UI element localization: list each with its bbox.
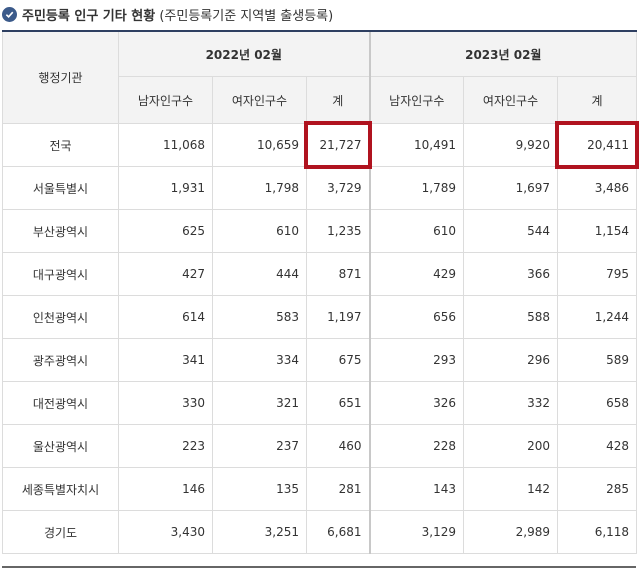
value-cell: 135 (212, 467, 307, 511)
value-cell: 200 (463, 424, 559, 468)
value-cell: 3,251 (212, 510, 307, 554)
value-cell: 143 (368, 467, 465, 511)
table-body: 전국 11,068 10,659 21,727 10,491 9,920 20,411 서울특… (2, 121, 640, 554)
highlighted-total-cell: 20,411 (555, 121, 640, 170)
value-cell: 589 (557, 338, 638, 382)
value-cell: 3,486 (557, 166, 638, 210)
value-cell: 1,931 (118, 166, 213, 210)
value-cell: 330 (118, 381, 213, 425)
value-cell: 656 (368, 295, 465, 339)
value-cell: 588 (463, 295, 559, 339)
title-sub: (주민등록기준 지역별 출생등록) (159, 8, 334, 24)
value-cell: 610 (368, 209, 465, 253)
region-cell: 부산광역시 (2, 209, 119, 253)
region-cell: 인천광역시 (2, 295, 119, 339)
value-cell: 429 (368, 252, 465, 296)
value-cell: 1,235 (305, 209, 371, 253)
region-cell: 광주광역시 (2, 338, 119, 382)
value-cell: 625 (118, 209, 213, 253)
value-cell: 366 (463, 252, 559, 296)
value-cell: 9,920 (463, 123, 559, 167)
value-cell: 2,989 (463, 510, 559, 554)
value-cell: 583 (212, 295, 307, 339)
value-cell: 444 (212, 252, 307, 296)
table-row: 대전광역시 330 321 651 326 332 658 (2, 381, 638, 425)
value-cell: 871 (305, 252, 371, 296)
table-row: 부산광역시 625 610 1,235 610 544 1,154 (2, 209, 638, 253)
value-cell: 1,197 (305, 295, 371, 339)
table-row: 인천광역시 614 583 1,197 656 588 1,244 (2, 295, 638, 339)
value-cell: 1,244 (557, 295, 638, 339)
value-cell: 285 (557, 467, 638, 511)
value-cell: 1,154 (557, 209, 638, 253)
row-header: 행정기관 (2, 30, 119, 124)
value-cell: 146 (118, 467, 213, 511)
value-cell: 334 (212, 338, 307, 382)
title-main: 주민등록 인구 기타 현황 (22, 8, 156, 24)
value-cell: 3,430 (118, 510, 213, 554)
table-row: 대구광역시 427 444 871 429 366 795 (2, 252, 638, 296)
value-cell: 321 (212, 381, 307, 425)
table-row: 광주광역시 341 334 675 293 296 589 (2, 338, 638, 382)
table-row: 서울특별시 1,931 1,798 3,729 1,789 1,697 3,486 (2, 166, 638, 210)
section-title: 주민등록 인구 기타 현황 (주민등록기준 지역별 출생등록) (2, 3, 333, 25)
col-female-2023: 여자인구수 (463, 76, 559, 124)
value-cell: 341 (118, 338, 213, 382)
table-row: 경기도 3,430 3,251 6,681 3,129 2,989 6,118 (2, 510, 638, 554)
region-cell: 울산광역시 (2, 424, 119, 468)
value-cell: 658 (557, 381, 638, 425)
table-bottom-border (2, 566, 636, 568)
population-table: 행정기관 2022년 02월 2023년 02월 남자인구수 여자인구수 계 남… (2, 30, 640, 554)
value-cell: 293 (368, 338, 465, 382)
region-cell: 대구광역시 (2, 252, 119, 296)
col-total-2022: 계 (305, 76, 371, 124)
col-male-2022: 남자인구수 (118, 76, 213, 124)
value-cell: 544 (463, 209, 559, 253)
value-cell: 795 (557, 252, 638, 296)
value-cell: 10,659 (212, 123, 307, 167)
col-female-2022: 여자인구수 (212, 76, 307, 124)
value-cell: 142 (463, 467, 559, 511)
value-cell: 1,697 (463, 166, 559, 210)
region-cell: 서울특별시 (2, 166, 119, 210)
col-male-2023: 남자인구수 (368, 76, 465, 124)
value-cell: 228 (368, 424, 465, 468)
value-cell: 1,789 (368, 166, 465, 210)
value-cell: 10,491 (368, 123, 465, 167)
year-header-2023: 2023년 02월 (368, 30, 638, 77)
col-total-2023: 계 (557, 76, 638, 124)
region-cell: 전국 (2, 123, 119, 167)
value-cell: 675 (305, 338, 371, 382)
value-cell: 614 (118, 295, 213, 339)
value-cell: 11,068 (118, 123, 213, 167)
value-cell: 332 (463, 381, 559, 425)
value-cell: 296 (463, 338, 559, 382)
value-cell: 427 (118, 252, 213, 296)
highlighted-total-cell: 21,727 (304, 121, 373, 170)
region-cell: 경기도 (2, 510, 119, 554)
value-cell: 6,681 (305, 510, 371, 554)
value-cell: 428 (557, 424, 638, 468)
table-row: 전국 11,068 10,659 21,727 10,491 9,920 20,411 (2, 121, 640, 170)
value-cell: 3,129 (368, 510, 465, 554)
check-circle-icon (2, 6, 17, 22)
value-cell: 6,118 (557, 510, 638, 554)
value-cell: 1,798 (212, 166, 307, 210)
value-cell: 237 (212, 424, 307, 468)
table-row: 세종특별자치시 146 135 281 143 142 285 (2, 467, 638, 511)
value-cell: 610 (212, 209, 307, 253)
region-cell: 세종특별자치시 (2, 467, 119, 511)
value-cell: 651 (305, 381, 371, 425)
value-cell: 460 (305, 424, 371, 468)
table-row: 울산광역시 223 237 460 228 200 428 (2, 424, 638, 468)
year-header-2022: 2022년 02월 (117, 30, 371, 77)
value-cell: 3,729 (305, 166, 371, 210)
value-cell: 326 (368, 381, 465, 425)
region-cell: 대전광역시 (2, 381, 119, 425)
value-cell: 281 (305, 467, 371, 511)
value-cell: 223 (118, 424, 213, 468)
